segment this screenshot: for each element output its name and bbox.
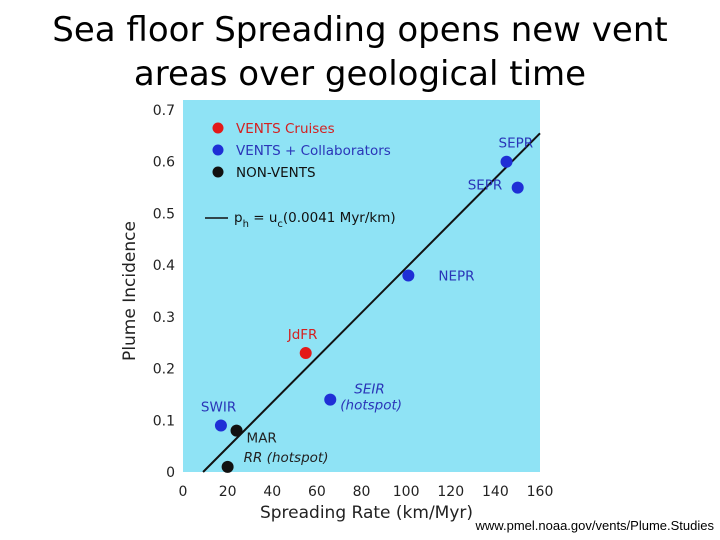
data-point xyxy=(221,460,234,473)
y-axis-label: Plume Incidence xyxy=(120,221,140,361)
legend-entry: VENTS + Collaborators xyxy=(236,143,391,159)
legend-entry: NON-VENTS xyxy=(236,165,316,181)
data-point xyxy=(230,424,243,437)
data-point xyxy=(214,419,227,432)
y-tick-label: 0 xyxy=(166,465,175,481)
point-label: SEIR (hotspot) xyxy=(340,382,402,414)
y-tick-label: 0.6 xyxy=(153,155,175,171)
x-tick-label: 160 xyxy=(527,484,554,500)
point-label: NEPR xyxy=(438,268,474,284)
point-label: SEPR xyxy=(499,136,534,152)
x-tick-label: 100 xyxy=(393,484,420,500)
x-axis-label: Spreading Rate (km/Myr) xyxy=(260,503,473,523)
data-point xyxy=(500,155,513,168)
x-axis: 0 20 40 60 80 100 120 140 160 xyxy=(179,484,554,500)
x-tick-label: 20 xyxy=(219,484,237,500)
data-points: SEPR SEPR NEPR JdFR SEIR (hotspot) SWIR MAR RR (… xyxy=(201,136,533,473)
x-tick-label: 40 xyxy=(263,484,281,500)
legend-marker xyxy=(212,166,224,178)
legend-entry: VENTS Cruises xyxy=(236,121,335,137)
legend-marker xyxy=(212,144,224,156)
legend-marker xyxy=(212,122,224,134)
y-tick-label: 0.2 xyxy=(153,362,175,378)
y-tick-label: 0.7 xyxy=(153,103,175,119)
x-tick-label: 0 xyxy=(179,484,188,500)
legend: VENTS Cruises VENTS + Collaborators NON-VE… xyxy=(205,121,396,230)
y-tick-label: 0.5 xyxy=(153,206,175,222)
y-axis: 0 0.1 0.2 0.3 0.4 0.5 0.6 0.7 xyxy=(153,103,175,481)
data-point xyxy=(324,393,337,406)
data-point xyxy=(402,269,415,282)
plot-background xyxy=(183,100,540,472)
slide-title: Sea floor Spreading opens new vent areas… xyxy=(0,8,720,96)
source-credit: www.pmel.noaa.gov/vents/Plume.Studies xyxy=(475,518,714,533)
data-point xyxy=(511,181,524,194)
point-label: MAR xyxy=(247,431,277,447)
x-tick-label: 140 xyxy=(482,484,509,500)
point-label: SWIR xyxy=(201,399,236,415)
legend-fit-label: ph = uc(0.0041 Myr/km) xyxy=(234,210,396,230)
data-point xyxy=(299,347,312,360)
fit-line xyxy=(202,132,541,473)
slide-title-line-1: Sea floor Spreading opens new vent xyxy=(52,10,668,50)
y-tick-label: 0.3 xyxy=(153,310,175,326)
y-tick-label: 0.4 xyxy=(153,258,175,274)
point-label: JdFR xyxy=(287,327,318,343)
point-label: SEPR xyxy=(468,178,503,194)
x-tick-label: 120 xyxy=(437,484,464,500)
x-tick-label: 80 xyxy=(353,484,371,500)
slide-title-line-2: areas over geological time xyxy=(133,54,587,94)
point-label: RR (hotspot) xyxy=(244,450,329,466)
x-tick-label: 60 xyxy=(308,484,326,500)
y-tick-label: 0.1 xyxy=(153,413,175,429)
